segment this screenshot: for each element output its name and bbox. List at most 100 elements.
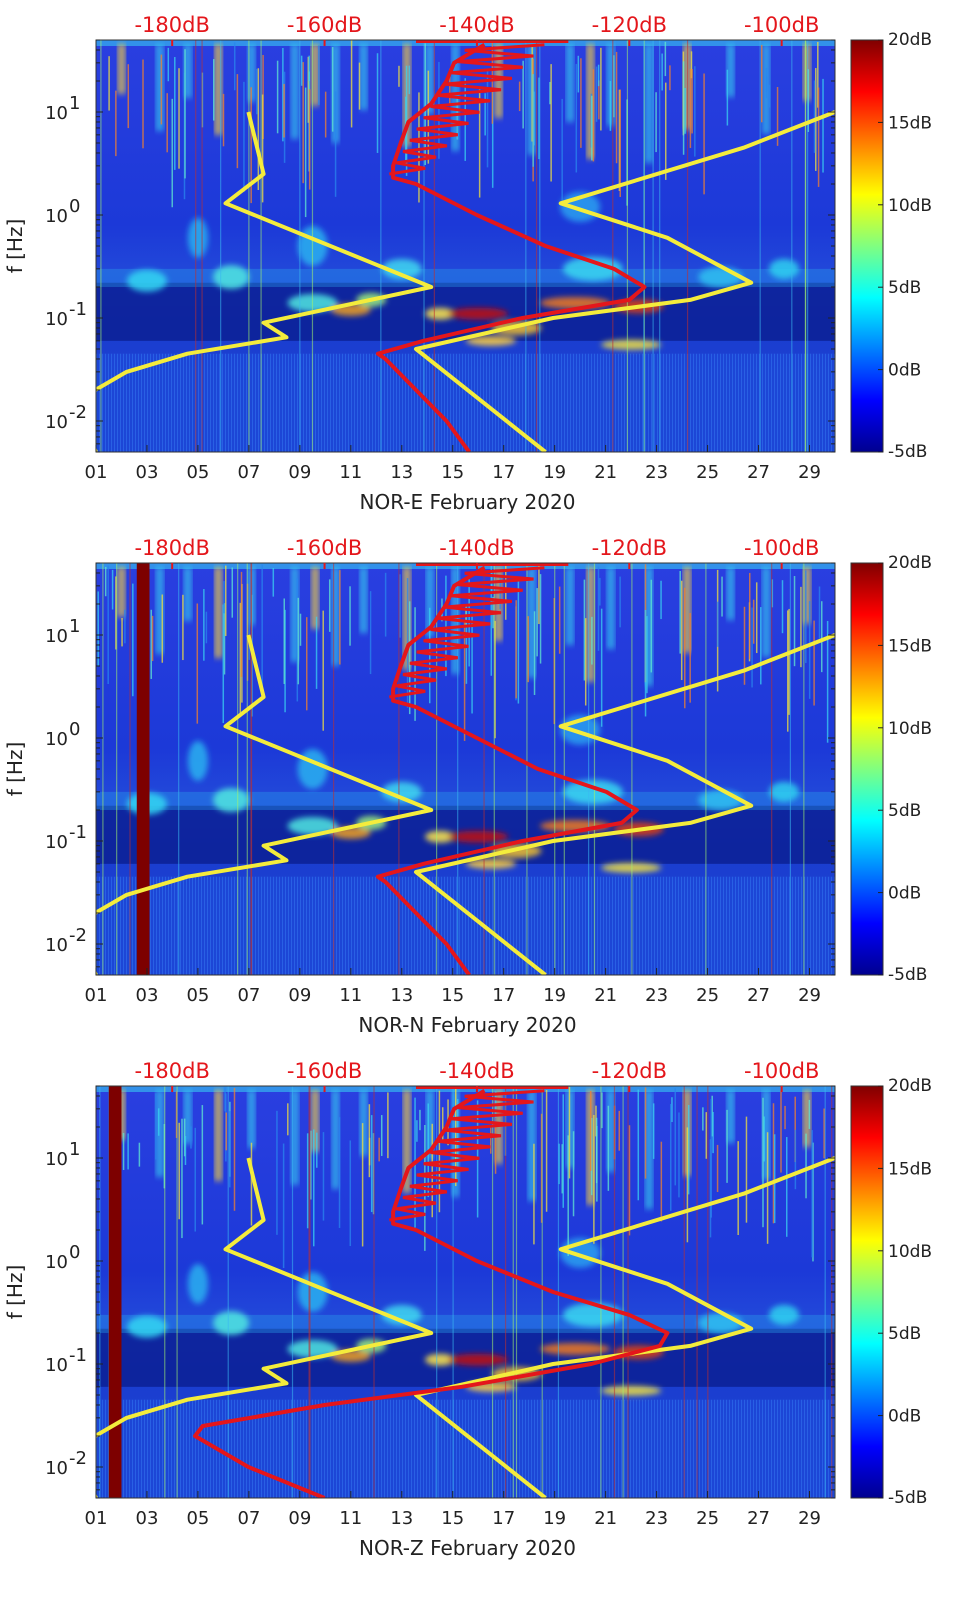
streak <box>155 1093 157 1160</box>
streak-full <box>541 1086 543 1498</box>
y-tick-exponent: -1 <box>69 822 87 843</box>
streak <box>151 615 154 662</box>
streak <box>561 1144 564 1194</box>
streak <box>416 1120 418 1142</box>
streak-full <box>308 1086 310 1498</box>
streak <box>644 1087 647 1179</box>
event-blob <box>601 339 662 350</box>
streak-full <box>291 1086 294 1498</box>
colorbar-tick-label: 0dB <box>888 361 921 381</box>
x-tick-label: 11 <box>339 462 362 483</box>
streak <box>296 578 299 702</box>
streak <box>184 1136 187 1165</box>
streak-full <box>129 563 131 975</box>
streak <box>287 1103 289 1136</box>
streak-full <box>539 40 541 452</box>
streak <box>97 591 99 666</box>
top-axis-label: -160dB <box>287 536 362 560</box>
streak <box>765 67 768 92</box>
streak <box>331 47 334 132</box>
hf-plume <box>726 567 735 620</box>
streak <box>157 1108 160 1136</box>
streak <box>703 73 705 195</box>
hf-plume <box>311 44 320 106</box>
event-blob <box>465 858 516 869</box>
streak <box>781 580 784 634</box>
event-blob <box>213 788 250 813</box>
streak <box>318 45 320 105</box>
streak <box>233 1087 236 1211</box>
top-axis-label: -120dB <box>592 1059 667 1083</box>
top-axis-label: -140dB <box>439 1059 514 1083</box>
streak-full <box>483 563 485 975</box>
streak <box>705 1112 708 1159</box>
x-tick-label: 19 <box>543 1508 566 1529</box>
streak <box>324 91 327 138</box>
streak <box>308 55 310 82</box>
streak <box>306 1133 309 1229</box>
y-tick-exponent: 1 <box>69 1139 80 1160</box>
streak <box>222 93 225 147</box>
hf-plume <box>726 44 735 97</box>
hf-plume <box>247 44 256 102</box>
event-blob <box>187 1263 208 1304</box>
streak-full <box>178 563 180 975</box>
plot-area <box>96 1086 835 1498</box>
streak <box>456 1098 459 1170</box>
hf-plume <box>359 44 368 110</box>
streak <box>562 1094 564 1208</box>
x-tick-label: 05 <box>186 985 209 1006</box>
streak-full <box>600 1086 602 1498</box>
spectrogram-lowfreq-band <box>96 1399 835 1498</box>
streak-full <box>771 563 773 975</box>
psd-curve-line <box>375 565 639 975</box>
streak <box>272 568 275 597</box>
streak <box>190 1126 192 1149</box>
colorbar-tick-label: 10dB <box>888 719 932 739</box>
event-blob <box>425 307 456 320</box>
x-tick-label: 23 <box>645 462 668 483</box>
streak <box>166 93 168 153</box>
y-tick-exponent: 1 <box>69 616 80 637</box>
event-blob <box>769 1304 800 1325</box>
event-blob <box>425 830 456 843</box>
event-blob <box>698 267 743 288</box>
streak-full <box>652 40 654 452</box>
streak <box>380 1115 383 1156</box>
streak <box>225 1112 228 1151</box>
streak <box>680 580 683 681</box>
streak <box>711 1095 713 1137</box>
streak <box>773 1134 776 1224</box>
event-blob <box>448 830 509 843</box>
streak <box>597 566 600 651</box>
streak <box>669 65 671 91</box>
streak-full <box>512 1086 514 1498</box>
y-tick-exponent: 1 <box>69 93 80 114</box>
colorbar-tick-label: 20dB <box>888 30 932 50</box>
low-noise-model-line <box>96 634 434 975</box>
streak <box>671 1097 673 1123</box>
hf-plume <box>762 567 771 657</box>
x-tick-label: 25 <box>696 985 719 1006</box>
streak <box>196 603 199 724</box>
y-tick-label: 10 <box>45 729 68 750</box>
y-tick-label: 10 <box>45 626 68 647</box>
streak-full <box>299 40 301 452</box>
x-tick-label: 15 <box>441 985 464 1006</box>
y-tick-label: 10 <box>45 412 68 433</box>
colorbar-tick-label: 10dB <box>888 1242 932 1262</box>
streak <box>590 1117 593 1196</box>
x-tick-label: 13 <box>390 1508 413 1529</box>
streak <box>712 1111 714 1154</box>
streak <box>489 1125 492 1154</box>
streak <box>580 58 582 148</box>
y-tick-exponent: -2 <box>69 402 87 423</box>
streak <box>127 64 130 129</box>
streak <box>484 93 486 136</box>
streak <box>601 1092 603 1129</box>
streak-full <box>593 563 596 975</box>
streak-full <box>824 1086 826 1498</box>
streak <box>823 1108 825 1159</box>
streak <box>691 69 693 134</box>
